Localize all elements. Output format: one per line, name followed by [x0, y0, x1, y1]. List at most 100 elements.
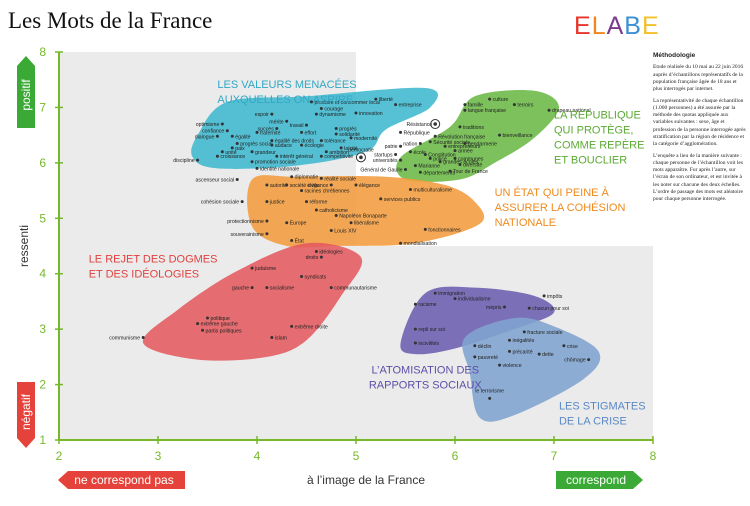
point-label: Sécurité sociale: [433, 140, 470, 146]
point-marker: [423, 227, 427, 231]
point-label: Napoléon Bonaparte: [339, 214, 387, 220]
point-marker: [285, 221, 289, 225]
point-marker: [498, 363, 502, 367]
y-arrow-high-label: positif: [19, 79, 33, 111]
point-label: autorité: [270, 183, 287, 189]
point-marker: [290, 238, 294, 242]
point-marker: [399, 241, 403, 245]
point-label: fonctionnaires: [428, 227, 461, 233]
cluster-title: DE LA CRISE: [559, 416, 627, 428]
point-label: individualisme: [458, 297, 491, 303]
point-marker: [522, 330, 526, 334]
point-marker: [290, 324, 294, 328]
point-marker: [408, 150, 412, 154]
point-label: communautarisme: [334, 286, 377, 292]
point-label: dynamisme: [319, 112, 346, 118]
point-marker: [230, 146, 234, 150]
y-tick-label: 7: [39, 100, 46, 114]
x-tick-label: 5: [353, 449, 360, 463]
point-marker: [408, 187, 412, 191]
point-label: politique: [211, 316, 230, 322]
point-label: Résistance: [407, 122, 433, 128]
point-marker: [324, 150, 328, 154]
point-marker: [215, 134, 219, 138]
methodology-paragraph-3: L’enquête a lieu de la manière suivante …: [653, 152, 743, 202]
point-label: école: [413, 150, 426, 156]
point-marker: [527, 306, 531, 310]
cluster-title: RAPPORTS SOCIAUX: [369, 379, 483, 391]
point-label: espoir: [255, 112, 269, 118]
point-marker: [339, 146, 343, 150]
point-label: justice: [269, 200, 285, 206]
cluster-title: COMME REPÈRE: [554, 139, 644, 152]
y-tick-label: 5: [39, 211, 46, 225]
logo-letter: E: [574, 12, 592, 40]
point-marker: [413, 327, 417, 331]
point-label: paix: [235, 146, 245, 152]
point-marker: [285, 183, 289, 187]
point-marker: [349, 221, 353, 225]
point-marker: [270, 335, 274, 339]
point-label: dette: [542, 352, 554, 358]
point-label: solidarité: [339, 132, 360, 138]
point-label: gauche: [232, 286, 249, 292]
point-marker: [230, 134, 234, 138]
cluster-title: UN ÉTAT QUI PEINE À: [495, 186, 610, 199]
x-tick-label: 8: [650, 449, 657, 463]
point-label: Europe: [290, 221, 307, 227]
point-marker: [418, 141, 422, 145]
cluster-title: L’ATOMISATION DES: [372, 364, 480, 376]
point-marker: [399, 144, 403, 148]
point-label: réalité sociale: [324, 176, 356, 182]
point-marker: [220, 150, 224, 154]
x-tick-label: 3: [155, 449, 162, 463]
point-label: impôts: [547, 294, 563, 300]
point-marker: [394, 153, 398, 157]
point-label: Louis XIV: [334, 228, 357, 234]
point-marker: [433, 134, 437, 138]
y-tick-label: 8: [39, 45, 46, 59]
point-marker: [354, 183, 358, 187]
cluster-title: ET BOUCLIER: [554, 155, 627, 167]
point-label: innovation: [359, 111, 383, 117]
point-label: Constitution: [428, 153, 456, 159]
point-marker: [265, 232, 269, 236]
point-label: fracture sociale: [527, 330, 562, 336]
point-marker: [334, 214, 338, 218]
point-marker: [433, 291, 437, 295]
point-marker: [250, 286, 254, 290]
point-label: libéralisme: [354, 221, 379, 227]
point-label: identité nationale: [260, 166, 299, 172]
point-label: souverainisme: [230, 232, 264, 238]
point-label: élégance: [359, 183, 380, 189]
point-marker: [319, 176, 323, 180]
point-marker: [453, 156, 457, 160]
point-label: diplomatie: [295, 175, 319, 181]
point-marker: [329, 183, 333, 187]
cluster-title: LES STIGMATES: [559, 401, 646, 413]
point-label: racisme: [418, 302, 436, 308]
point-label: extrême droite: [295, 324, 328, 330]
point-marker: [542, 294, 546, 298]
point-label: discipline: [173, 158, 194, 164]
cluster-title: ET DES IDÉOLOGIES: [89, 268, 199, 281]
y-arrow-low-label: négatif: [19, 393, 33, 430]
point-label: promotion sociale: [255, 160, 296, 166]
point-marker: [196, 158, 200, 162]
point-label: droits: [306, 255, 319, 261]
point-marker: [215, 154, 219, 158]
point-label: syndicats: [305, 274, 327, 280]
point-label: judaïsme: [254, 266, 276, 272]
point-marker: [379, 197, 383, 201]
point-marker: [413, 302, 417, 306]
point-label: intérêt général: [280, 154, 313, 160]
elabe-logo: ELABE: [574, 12, 660, 41]
point-label: inégalités: [512, 338, 534, 344]
point-marker: [512, 103, 516, 107]
point-label: idéologies: [319, 250, 343, 256]
y-axis-title: ressenti: [17, 225, 31, 267]
point-marker: [305, 123, 308, 127]
point-label: élégance: [307, 183, 328, 189]
point-label: bienveillance: [503, 133, 533, 139]
point-label: Révolution française: [438, 134, 485, 140]
